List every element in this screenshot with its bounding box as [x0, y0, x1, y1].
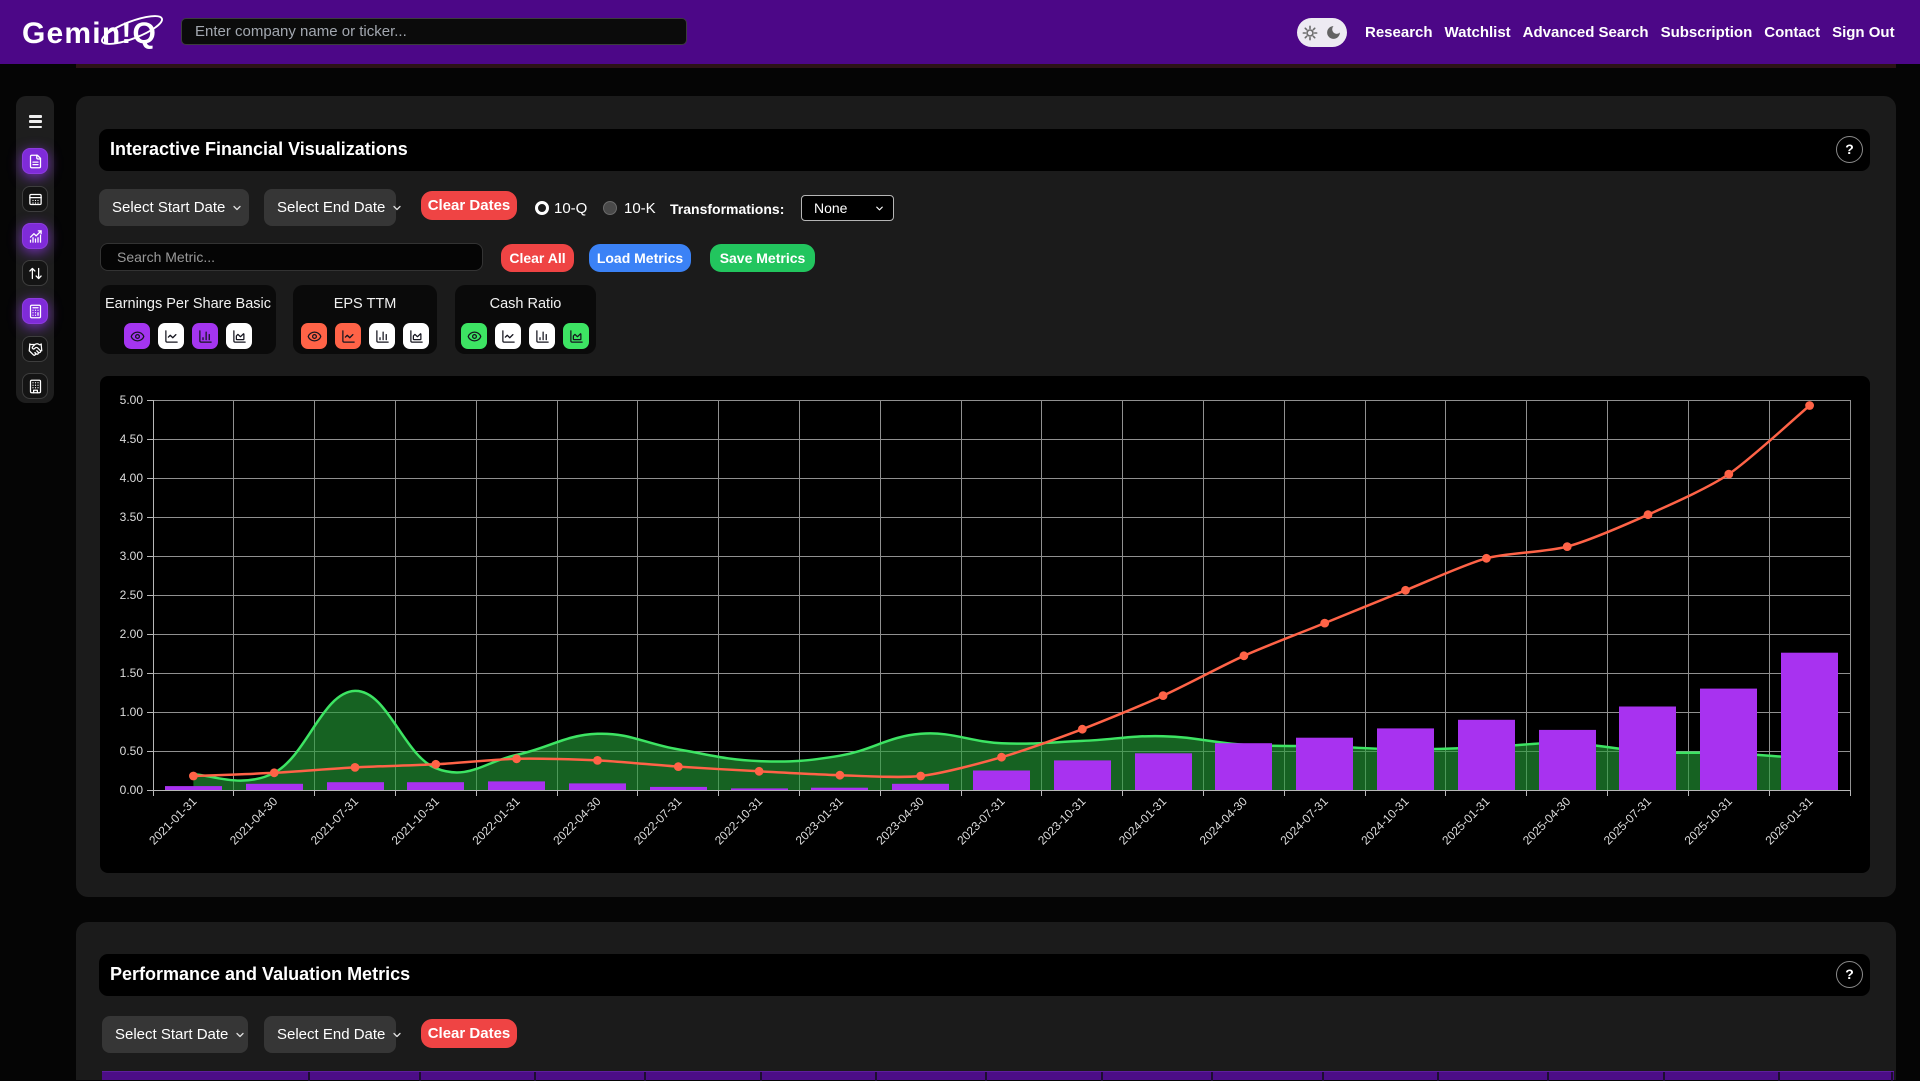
svg-text:0.50: 0.50 [120, 744, 144, 758]
svg-text:2023-07-31: 2023-07-31 [954, 794, 1008, 848]
svg-text:1.00: 1.00 [120, 705, 144, 719]
svg-text:0.00: 0.00 [120, 783, 144, 797]
svg-text:2023-10-31: 2023-10-31 [1035, 794, 1089, 848]
svg-text:2024-10-31: 2024-10-31 [1358, 794, 1412, 848]
svg-text:1.50: 1.50 [120, 666, 144, 680]
svg-text:2026-01-31: 2026-01-31 [1762, 794, 1816, 848]
svg-text:2025-10-31: 2025-10-31 [1682, 794, 1736, 848]
svg-text:3.00: 3.00 [120, 549, 144, 563]
svg-text:2021-01-31: 2021-01-31 [146, 794, 200, 848]
svg-text:2021-10-31: 2021-10-31 [389, 794, 443, 848]
svg-text:4.00: 4.00 [120, 471, 144, 485]
svg-text:2.50: 2.50 [120, 588, 144, 602]
svg-text:2021-04-30: 2021-04-30 [227, 794, 281, 848]
svg-text:2024-07-31: 2024-07-31 [1278, 794, 1332, 848]
svg-text:4.50: 4.50 [120, 432, 144, 446]
svg-text:2023-01-31: 2023-01-31 [793, 794, 847, 848]
svg-text:2025-07-31: 2025-07-31 [1601, 794, 1655, 848]
svg-text:2021-07-31: 2021-07-31 [308, 794, 362, 848]
svg-text:2024-01-31: 2024-01-31 [1116, 794, 1170, 848]
svg-text:2025-04-30: 2025-04-30 [1520, 794, 1574, 848]
svg-text:2.00: 2.00 [120, 627, 144, 641]
svg-text:2023-04-30: 2023-04-30 [874, 794, 928, 848]
svg-text:2022-10-31: 2022-10-31 [712, 794, 766, 848]
svg-text:2022-04-30: 2022-04-30 [550, 794, 604, 848]
svg-text:2025-01-31: 2025-01-31 [1439, 794, 1493, 848]
svg-text:2022-01-31: 2022-01-31 [469, 794, 523, 848]
svg-text:3.50: 3.50 [120, 510, 144, 524]
svg-text:Gemin!Q: Gemin!Q [22, 17, 157, 50]
svg-text:5.00: 5.00 [120, 393, 144, 407]
svg-text:2024-04-30: 2024-04-30 [1197, 794, 1251, 848]
svg-text:2022-07-31: 2022-07-31 [631, 794, 685, 848]
